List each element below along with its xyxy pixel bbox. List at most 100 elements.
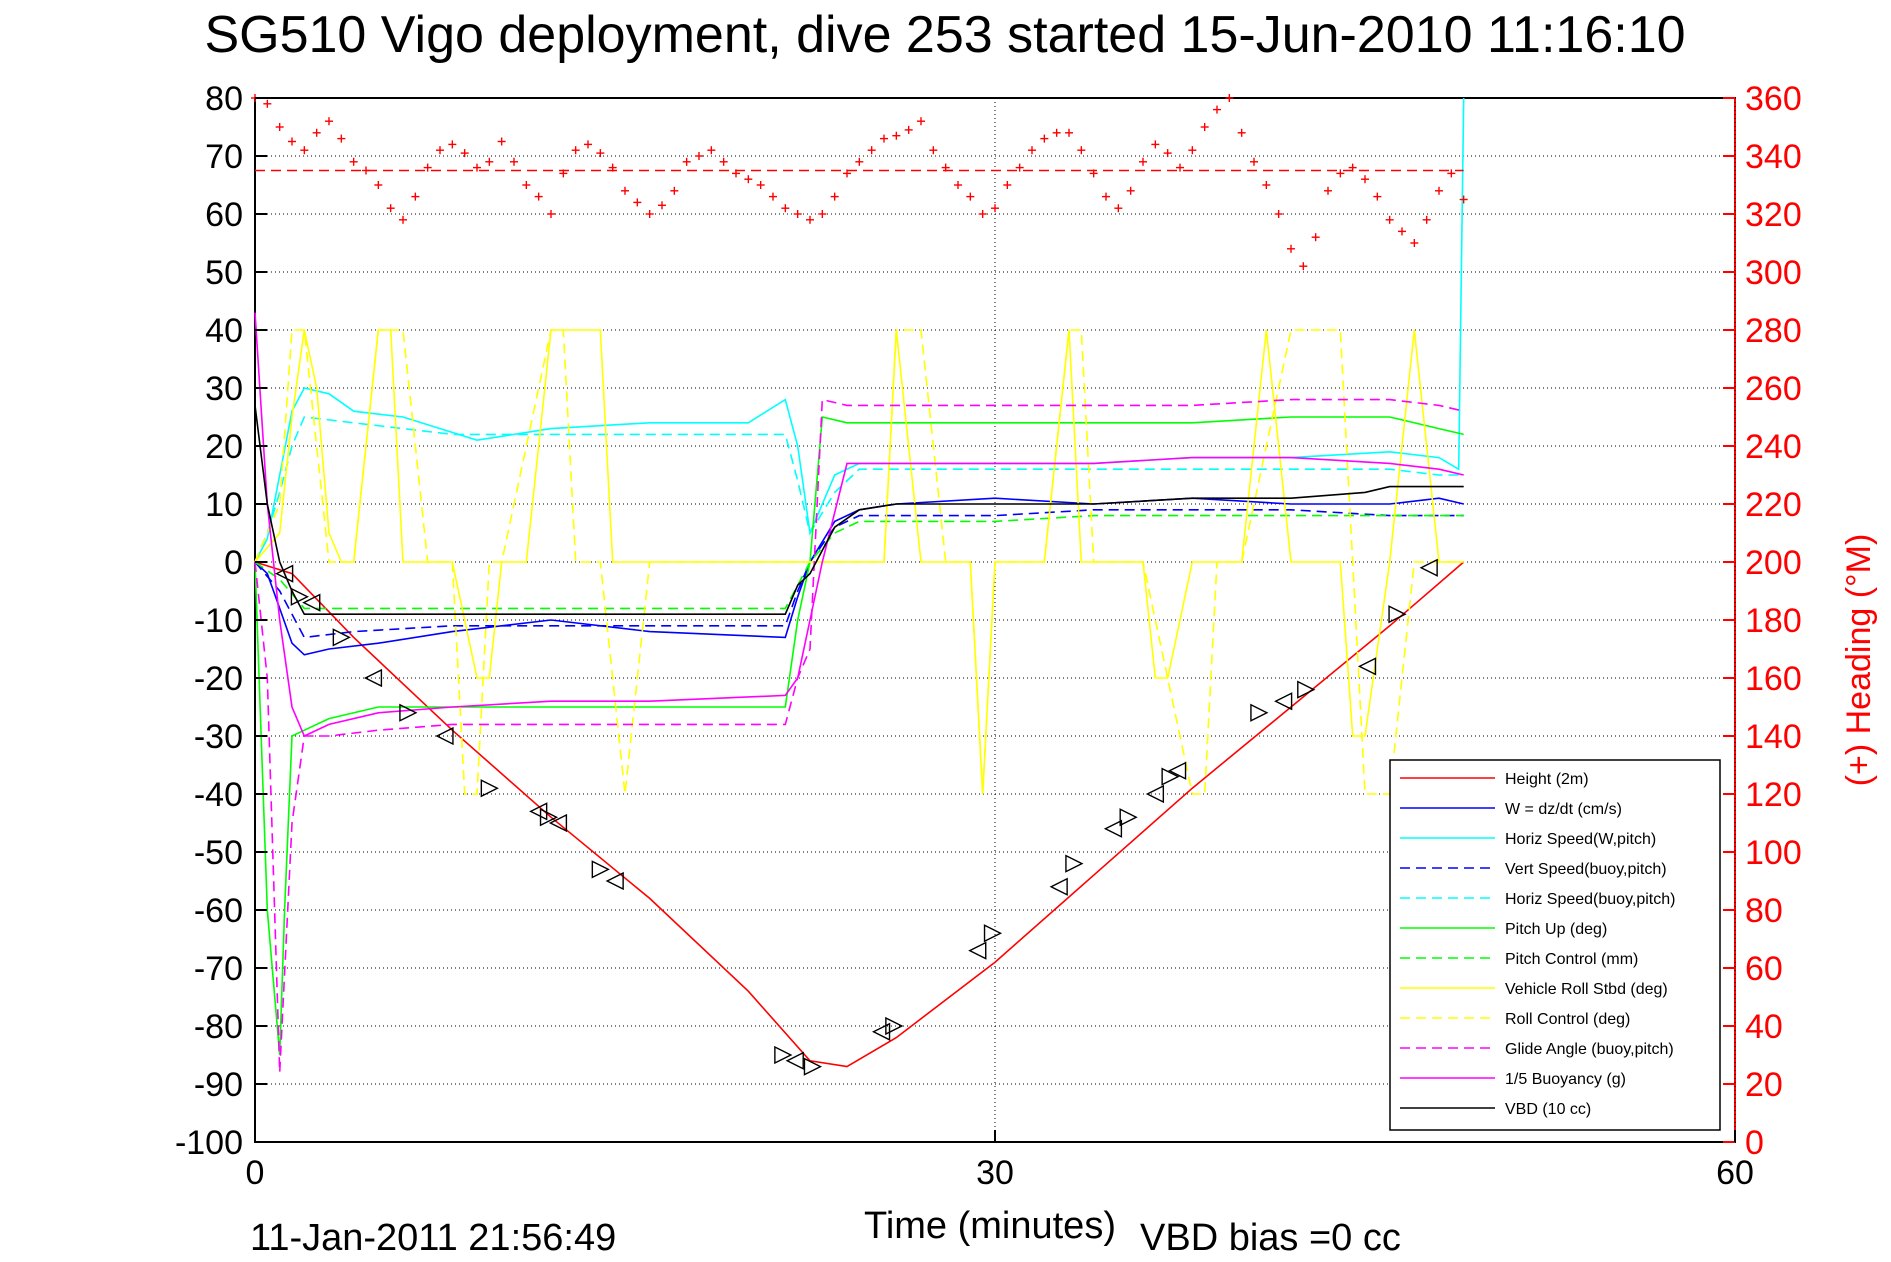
triangle-marker xyxy=(1274,692,1293,711)
y-right-tick-label: 360 xyxy=(1745,80,1802,118)
heading-plus-marker xyxy=(1250,157,1258,166)
heading-plus-marker xyxy=(337,134,346,143)
triangle-marker xyxy=(774,1045,793,1065)
footer-vbd-bias: VBD bias =0 cc xyxy=(1140,1217,1401,1259)
heading-plus-marker xyxy=(769,192,777,201)
heading-plus-marker xyxy=(522,181,531,189)
heading-plus-marker xyxy=(1459,195,1468,204)
y-tick-label: 30 xyxy=(205,370,243,408)
triangle-marker xyxy=(539,808,559,827)
triangle-marker xyxy=(1103,819,1123,838)
heading-plus-marker xyxy=(399,215,407,224)
heading-plus-marker xyxy=(892,131,901,140)
heading-plus-marker xyxy=(1336,169,1345,178)
y-tick-label: 10 xyxy=(205,486,243,524)
heading-plus-marker xyxy=(1237,128,1246,137)
triangle-marker xyxy=(363,668,383,688)
heading-plus-marker xyxy=(917,117,925,126)
series-line-horiz-speed-buoy-pitch xyxy=(254,416,1464,563)
triangle-marker xyxy=(435,726,454,746)
heading-plus-marker xyxy=(1126,186,1135,195)
legend-label: Roll Control (deg) xyxy=(1505,1011,1630,1028)
heading-plus-marker xyxy=(300,146,309,155)
heading-plus-marker xyxy=(534,192,543,201)
triangle-marker xyxy=(785,1051,804,1070)
legend-box xyxy=(1389,759,1721,1131)
y-right-tick-label: 280 xyxy=(1745,312,1802,350)
heading-plus-marker xyxy=(374,181,383,189)
y-right-tick-label: 300 xyxy=(1745,254,1802,292)
series-line-pitch-up-deg xyxy=(254,416,1464,1056)
series-line-w-dz-dt-cm-s xyxy=(254,497,1464,656)
heading-plus-marker xyxy=(806,215,814,224)
heading-plus-marker xyxy=(1102,192,1110,201)
heading-plus-marker xyxy=(510,157,518,166)
heading-plus-marker xyxy=(1274,210,1283,218)
x-tick-label: 30 xyxy=(976,1154,1014,1192)
x-axis-label: Time (minutes) xyxy=(864,1205,1116,1247)
y-tick-label: -10 xyxy=(194,602,243,640)
heading-plus-marker xyxy=(325,117,333,126)
triangle-marker xyxy=(302,593,321,612)
heading-plus-marker xyxy=(658,201,666,210)
heading-plus-marker xyxy=(1262,181,1271,189)
legend: Height (2m) W = dz/dt (cm/s) Horiz Speed(W… xyxy=(1389,759,1721,1131)
triangle-marker xyxy=(332,628,351,647)
heading-plus-marker xyxy=(880,134,888,143)
triangle-marker xyxy=(968,941,987,960)
triangle-marker xyxy=(275,564,294,583)
y-right-tick-label: 240 xyxy=(1745,428,1802,466)
heading-plus-marker xyxy=(1410,239,1419,247)
y-tick-label: -80 xyxy=(194,1008,243,1046)
heading-plus-marker xyxy=(1151,140,1160,149)
triangle-marker xyxy=(1145,784,1165,804)
heading-plus-marker xyxy=(460,149,469,158)
legend-label: Vehicle Roll Stbd (deg) xyxy=(1505,981,1668,998)
legend-label: 1/5 Buoyancy (g) xyxy=(1505,1071,1626,1088)
y-tick-label: 0 xyxy=(224,544,243,582)
heading-plus-marker xyxy=(670,186,679,195)
heading-plus-marker xyxy=(1422,215,1431,224)
heading-plus-marker xyxy=(473,163,481,172)
heading-plus-marker xyxy=(695,152,703,160)
right-axis-label: (+) Heading (°M) xyxy=(1840,534,1878,787)
triangle-marker xyxy=(548,813,568,833)
y-tick-label: 60 xyxy=(205,196,243,234)
triangle-marker xyxy=(1388,605,1407,624)
triangle-marker xyxy=(399,703,418,722)
y-tick-label: 40 xyxy=(205,312,243,350)
heading-plus-marker xyxy=(744,175,753,184)
chart-title: SG510 Vigo deployment, dive 253 started … xyxy=(204,6,1685,64)
y-right-tick-label: 80 xyxy=(1745,892,1783,930)
ticks: 80706050403020100-10-20-30-40-50-60-70-8… xyxy=(175,80,1802,1192)
y-right-tick-label: 140 xyxy=(1745,718,1802,756)
triangle-marker xyxy=(983,924,1003,943)
heading-plus-marker xyxy=(1200,123,1209,131)
series-line-roll-control-deg xyxy=(254,329,1464,795)
legend-label: Horiz Speed(W,pitch) xyxy=(1505,831,1656,848)
heading-plus-marker xyxy=(1176,163,1184,172)
heading-plus-marker xyxy=(954,181,962,189)
heading-plus-marker xyxy=(1040,134,1049,143)
heading-plus-marker xyxy=(1015,163,1024,172)
legend-label: Glide Angle (buoy,pitch) xyxy=(1505,1041,1674,1058)
heading-plus-marker xyxy=(621,186,629,195)
y-tick-label: -70 xyxy=(194,950,243,988)
heading-plus-marker xyxy=(436,146,444,155)
heading-plus-marker xyxy=(707,146,716,155)
y-tick-label: 50 xyxy=(205,254,243,292)
legend-label: W = dz/dt (cm/s) xyxy=(1505,801,1622,818)
heading-plus-marker xyxy=(1003,181,1012,189)
heading-plus-marker xyxy=(349,157,358,166)
heading-plus-marker xyxy=(966,192,975,201)
heading-plus-marker xyxy=(571,146,580,155)
heading-plus-marker xyxy=(633,198,642,207)
heading-plus-marker xyxy=(275,123,284,131)
legend-label: Horiz Speed(buoy,pitch) xyxy=(1505,891,1675,908)
triangle-marker xyxy=(290,587,309,606)
heading-plus-marker xyxy=(1213,105,1221,114)
series-line-vbd-10-cc xyxy=(254,405,1464,616)
heading-plus-marker xyxy=(855,157,864,166)
legend-label: Pitch Control (mm) xyxy=(1505,951,1638,968)
